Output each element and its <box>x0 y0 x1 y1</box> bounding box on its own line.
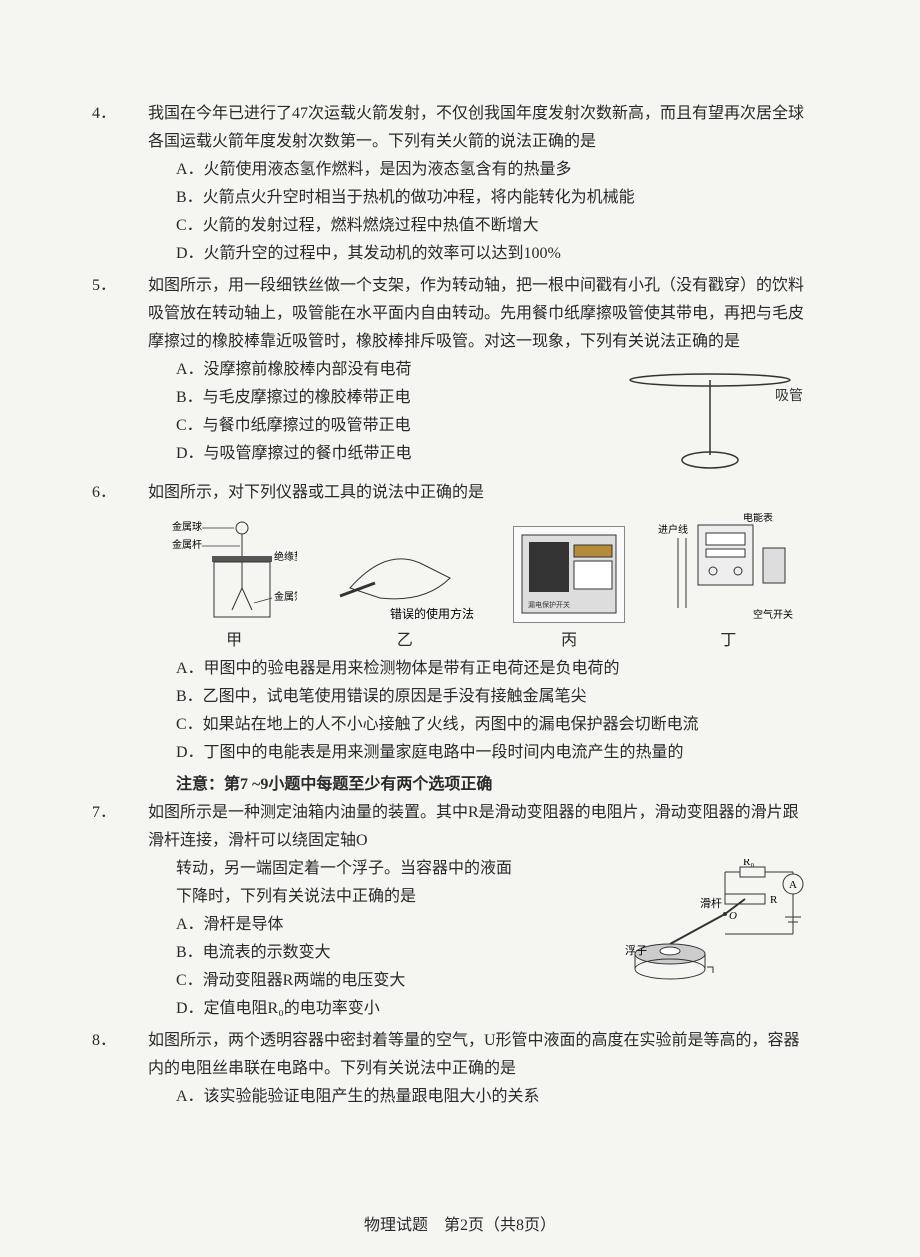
q4-opt-b: B．火箭点火升空时相当于热机的做功冲程，将内能转化为机械能 <box>176 184 810 212</box>
q6-fig-d: 电能表 进户线 空气开关 丁 <box>658 513 798 655</box>
q4-options: A．火箭使用液态氢作燃料，是因为液态氢含有的热量多 B．火箭点火升空时相当于热机… <box>120 156 810 268</box>
q6-opt-b: B．乙图中，试电笔使用错误的原因是手没有接触金属笔尖 <box>176 683 810 711</box>
q6-fig-d-cap: 丁 <box>720 627 736 655</box>
q7-fig-r: R <box>770 894 778 906</box>
q6-fig-b: 错误的使用方法 乙 <box>330 518 480 655</box>
q4-opt-a: A．火箭使用液态氢作燃料，是因为液态氢含有的热量多 <box>176 156 810 184</box>
q7-stem: 7．如图所示是一种测定油箱内油量的装置。其中R是滑动变阻器的电阻片，滑动变阻器的… <box>120 799 810 855</box>
q8-options: A．该实验能验证电阻产生的热量跟电阻大小的关系 <box>120 1083 810 1111</box>
q6-opt-d: D．丁图中的电能表是用来测量家庭电路中一段时间内电流产生的热量的 <box>176 739 810 767</box>
question-4: 4．我国在今年已进行了47次运载火箭发射，不仅创我国年度发射次数新高，而且有望再… <box>120 100 810 268</box>
q7-fig-r0: R₀ <box>743 859 754 868</box>
q8-number: 8． <box>120 1027 148 1055</box>
svg-text:金属杆: 金属杆 <box>172 538 202 551</box>
svg-text:进户线: 进户线 <box>658 523 688 536</box>
q4-stem: 4．我国在今年已进行了47次运载火箭发射，不仅创我国年度发射次数新高，而且有望再… <box>120 100 810 156</box>
question-5: 5．如图所示，用一段细铁丝做一个支架，作为转动轴，把一根中间戳有小孔（没有戳穿）… <box>120 272 810 475</box>
q5-figure: 吸管 <box>620 360 810 475</box>
q7-fig-rod: 滑杆 <box>700 896 722 910</box>
page-footer: 物理试题 第2页（共8页） <box>0 1211 920 1235</box>
q7-fig-a: A <box>789 879 797 891</box>
question-8: 8．如图所示，两个透明容器中密封着等量的空气，U形管中液面的高度在实验前是等高的… <box>120 1027 810 1111</box>
q4-number: 4． <box>120 100 148 128</box>
q5-stem: 5．如图所示，用一段细铁丝做一个支架，作为转动轴，把一根中间戳有小孔（没有戳穿）… <box>120 272 810 356</box>
q6-opt-c: C．如果站在地上的人不小心接触了火线，丙图中的漏电保护器会切断电流 <box>176 711 810 739</box>
q7-opt-d: D．定值电阻R₀的电功率变小 <box>176 995 810 1023</box>
q8-opt-a: A．该实验能验证电阻产生的热量跟电阻大小的关系 <box>176 1083 810 1111</box>
question-6: 6．如图所示，对下列仪器或工具的说法中正确的是 金属球 金属杆 绝缘垫 金属箔 <box>120 479 810 767</box>
q7-text1: 如图所示是一种测定油箱内油量的装置。其中R是滑动变阻器的电阻片，滑动变阻器的滑片… <box>148 804 799 849</box>
q6-text: 如图所示，对下列仪器或工具的说法中正确的是 <box>148 484 484 501</box>
notice-line: 注意：第7 ~9小题中每题至少有两个选项正确 <box>120 771 810 799</box>
q6-fig-c-cap: 丙 <box>561 627 577 655</box>
q8-stem: 8．如图所示，两个透明容器中密封着等量的空气，U形管中液面的高度在实验前是等高的… <box>120 1027 810 1083</box>
q4-opt-d: D．火箭升空的过程中，其发动机的效率可以达到100% <box>176 240 810 268</box>
q7-number: 7． <box>120 799 148 827</box>
svg-text:空气开关: 空气开关 <box>753 608 793 621</box>
q6-figure-row: 金属球 金属杆 绝缘垫 金属箔 甲 错误的使用方法 乙 <box>120 507 810 655</box>
q6-opt-a: A．甲图中的验电器是用来检测物体是带有正电荷还是负电荷的 <box>176 655 810 683</box>
q8-text: 如图所示，两个透明容器中密封着等量的空气，U形管中液面的高度在实验前是等高的，容… <box>148 1032 800 1077</box>
q5-fig-label: 吸管 <box>775 388 803 404</box>
q5-number: 5． <box>120 272 148 300</box>
q6-fig-b-label: 错误的使用方法 <box>390 606 474 621</box>
svg-text:漏电保护开关: 漏电保护开关 <box>528 600 570 609</box>
q7-fig-o: O <box>729 910 737 922</box>
q4-text: 我国在今年已进行了47次运载火箭发射，不仅创我国年度发射次数新高，而且有望再次居… <box>148 105 804 150</box>
q7-figure: R₀ A R O 滑杆 <box>625 859 810 984</box>
svg-text:金属箔: 金属箔 <box>274 590 297 603</box>
exam-page: 4．我国在今年已进行了47次运载火箭发射，不仅创我国年度发射次数新高，而且有望再… <box>0 0 920 1145</box>
q4-opt-c: C．火箭的发射过程，燃料燃烧过程中热值不断增大 <box>176 212 810 240</box>
q6-stem: 6．如图所示，对下列仪器或工具的说法中正确的是 <box>120 479 810 507</box>
q6-fig-a-cap: 甲 <box>226 627 242 655</box>
q6-number: 6． <box>120 479 148 507</box>
q6-fig-c: 漏电保护开关 丙 <box>513 526 625 655</box>
svg-text:金属球: 金属球 <box>172 520 202 533</box>
svg-text:电能表: 电能表 <box>743 513 773 524</box>
q6-fig-a: 金属球 金属杆 绝缘垫 金属箔 甲 <box>172 518 297 655</box>
q7-fig-float: 浮子 <box>625 944 647 957</box>
svg-text:绝缘垫: 绝缘垫 <box>274 550 297 563</box>
q5-text: 如图所示，用一段细铁丝做一个支架，作为转动轴，把一根中间戳有小孔（没有戳穿）的饮… <box>148 277 804 350</box>
q6-fig-b-cap: 乙 <box>397 627 413 655</box>
question-7: 7．如图所示是一种测定油箱内油量的装置。其中R是滑动变阻器的电阻片，滑动变阻器的… <box>120 799 810 1023</box>
q6-options: A．甲图中的验电器是用来检测物体是带有正电荷还是负电荷的 B．乙图中，试电笔使用… <box>120 655 810 767</box>
